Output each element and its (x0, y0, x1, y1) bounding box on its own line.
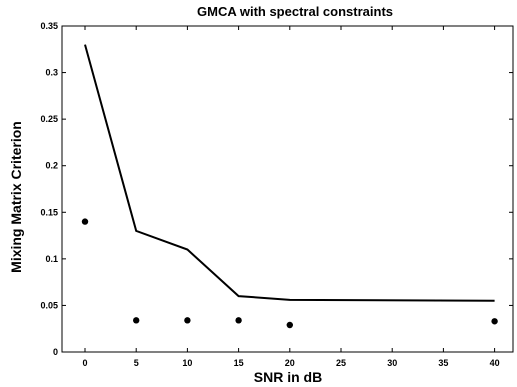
x-tick-label: 15 (234, 358, 244, 368)
y-axis-label: Mixing Matrix Criterion (8, 121, 24, 273)
x-tick-label: 40 (490, 358, 500, 368)
y-tick-label: 0.35 (40, 21, 58, 31)
plot-area-frame (61, 25, 514, 353)
y-tick-label: 0.3 (45, 68, 58, 78)
series-layer (81, 44, 498, 329)
data-point-marker (491, 318, 498, 325)
data-point-marker (81, 218, 89, 225)
y-tick-label: 0 (53, 347, 58, 357)
series-line (84, 44, 495, 302)
y-tick-label: 0.2 (45, 161, 58, 171)
data-point-marker (235, 317, 242, 324)
y-axis-ticks: 0 0.05 0.1 0.15 0.2 0.25 0.3 0.35 (40, 21, 513, 357)
x-tick-label: 35 (438, 358, 448, 368)
y-tick-label: 0.1 (45, 254, 58, 264)
x-tick-label: 0 (82, 358, 87, 368)
x-tick-label: 20 (285, 358, 295, 368)
x-axis-ticks: 0 5 10 15 20 25 30 35 40 (82, 26, 500, 368)
data-point-marker (286, 321, 293, 329)
x-axis-label: SNR in dB (254, 369, 322, 385)
x-tick-label: 5 (134, 358, 139, 368)
y-tick-label: 0.15 (40, 207, 58, 217)
y-tick-label: 0.25 (40, 114, 58, 124)
x-tick-label: 10 (182, 358, 192, 368)
x-tick-label: 30 (387, 358, 397, 368)
x-tick-label: 25 (336, 358, 346, 368)
y-tick-label: 0.05 (40, 300, 58, 310)
data-point-marker (184, 317, 191, 324)
chart-title: GMCA with spectral constraints (197, 4, 393, 19)
data-point-marker (133, 317, 140, 324)
